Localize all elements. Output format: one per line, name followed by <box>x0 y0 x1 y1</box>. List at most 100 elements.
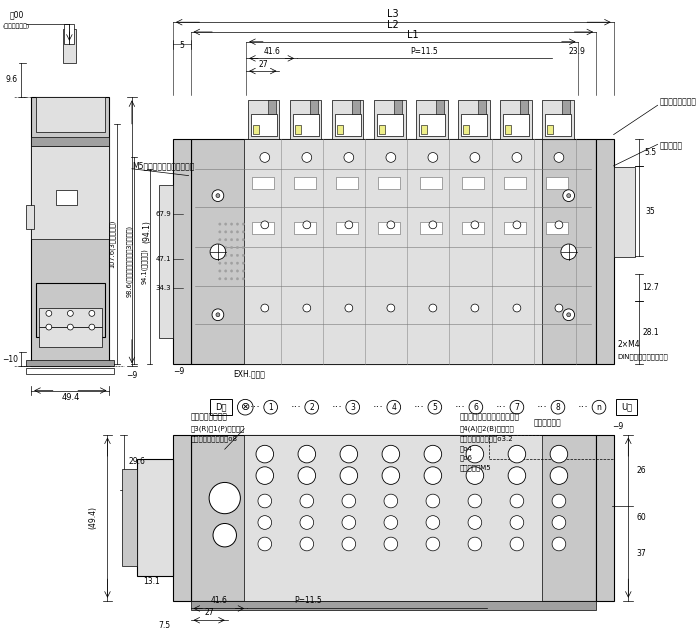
Circle shape <box>300 494 314 508</box>
Circle shape <box>225 278 227 280</box>
Circle shape <box>510 537 524 551</box>
Circle shape <box>298 467 316 484</box>
Bar <box>596 139 614 364</box>
Bar <box>374 100 405 139</box>
Text: 60: 60 <box>636 513 646 522</box>
Bar <box>190 434 596 600</box>
Circle shape <box>261 304 269 312</box>
Bar <box>416 100 447 139</box>
Circle shape <box>303 304 311 312</box>
Bar <box>62 29 76 63</box>
Text: ···: ··· <box>332 402 342 412</box>
Circle shape <box>555 304 563 312</box>
Circle shape <box>340 467 358 484</box>
Text: L1: L1 <box>407 30 418 40</box>
Circle shape <box>428 153 438 162</box>
Circle shape <box>89 324 95 330</box>
Circle shape <box>46 324 52 330</box>
Bar <box>27 368 114 374</box>
Circle shape <box>563 190 575 202</box>
Circle shape <box>237 278 239 280</box>
Bar <box>244 434 542 600</box>
Bar <box>294 222 316 234</box>
Bar <box>478 100 486 114</box>
Bar <box>332 100 363 139</box>
Circle shape <box>237 247 239 249</box>
Circle shape <box>225 262 227 264</box>
Circle shape <box>561 244 577 260</box>
Text: M5：外部パイロットポート: M5：外部パイロットポート <box>132 161 195 171</box>
Circle shape <box>469 400 483 414</box>
Text: 6: 6 <box>473 403 478 411</box>
Text: 5: 5 <box>179 41 184 50</box>
Bar <box>32 98 109 366</box>
Text: （3(R)，1(P)ポート）: （3(R)，1(P)ポート） <box>190 425 245 432</box>
Bar <box>294 177 316 189</box>
Bar <box>122 469 136 566</box>
Text: 27: 27 <box>258 60 267 68</box>
Bar <box>64 24 74 44</box>
Circle shape <box>555 221 563 229</box>
Text: 5.5: 5.5 <box>645 148 657 157</box>
Bar <box>190 600 596 611</box>
Text: −10: −10 <box>2 355 18 364</box>
Circle shape <box>242 238 244 241</box>
Text: ···: ··· <box>578 402 589 412</box>
Circle shape <box>230 231 233 233</box>
Bar <box>462 222 484 234</box>
Bar <box>36 98 104 132</box>
Circle shape <box>592 400 606 414</box>
Text: 41.6: 41.6 <box>211 596 228 605</box>
Circle shape <box>218 278 221 280</box>
Text: P=11.5: P=11.5 <box>411 47 438 56</box>
Circle shape <box>466 445 484 463</box>
Text: ···: ··· <box>496 402 507 412</box>
Bar <box>335 114 361 136</box>
Text: ···: ··· <box>414 402 425 412</box>
Text: 2×M4: 2×M4 <box>617 340 640 349</box>
Bar <box>352 100 360 114</box>
Circle shape <box>300 515 314 529</box>
Circle shape <box>468 515 482 529</box>
Circle shape <box>225 223 227 225</box>
Circle shape <box>237 231 239 233</box>
Circle shape <box>237 254 239 257</box>
Text: ···: ··· <box>537 402 548 412</box>
Bar <box>190 139 596 364</box>
Text: (49.4): (49.4) <box>88 506 97 529</box>
Bar <box>251 114 276 136</box>
Text: ワンタッチ管継手: ワンタッチ管継手 <box>190 413 228 422</box>
Circle shape <box>225 254 227 257</box>
Circle shape <box>237 399 253 415</box>
Bar <box>394 100 402 114</box>
Text: (リード線長さ): (リード線長さ) <box>3 23 30 29</box>
Circle shape <box>237 238 239 241</box>
Text: 7: 7 <box>514 403 519 411</box>
Text: 28.1: 28.1 <box>643 328 659 337</box>
Bar <box>173 434 190 600</box>
Bar <box>252 222 274 234</box>
Circle shape <box>230 254 233 257</box>
Circle shape <box>298 445 316 463</box>
Bar <box>337 125 343 134</box>
Bar <box>520 100 528 114</box>
Circle shape <box>258 515 272 529</box>
Bar <box>420 177 442 189</box>
Circle shape <box>242 223 244 225</box>
Circle shape <box>387 400 400 414</box>
Text: インジケータンプ: インジケータンプ <box>659 98 696 107</box>
Bar <box>378 222 400 234</box>
Circle shape <box>387 221 395 229</box>
Circle shape <box>300 537 314 551</box>
Bar <box>378 177 400 189</box>
Circle shape <box>218 238 221 241</box>
Bar <box>248 100 279 139</box>
Text: 8: 8 <box>556 403 560 411</box>
Bar <box>39 307 102 327</box>
Bar <box>614 167 635 257</box>
Bar <box>32 136 109 146</box>
Circle shape <box>242 254 244 257</box>
Circle shape <box>513 304 521 312</box>
Circle shape <box>264 400 277 414</box>
Circle shape <box>230 223 233 225</box>
